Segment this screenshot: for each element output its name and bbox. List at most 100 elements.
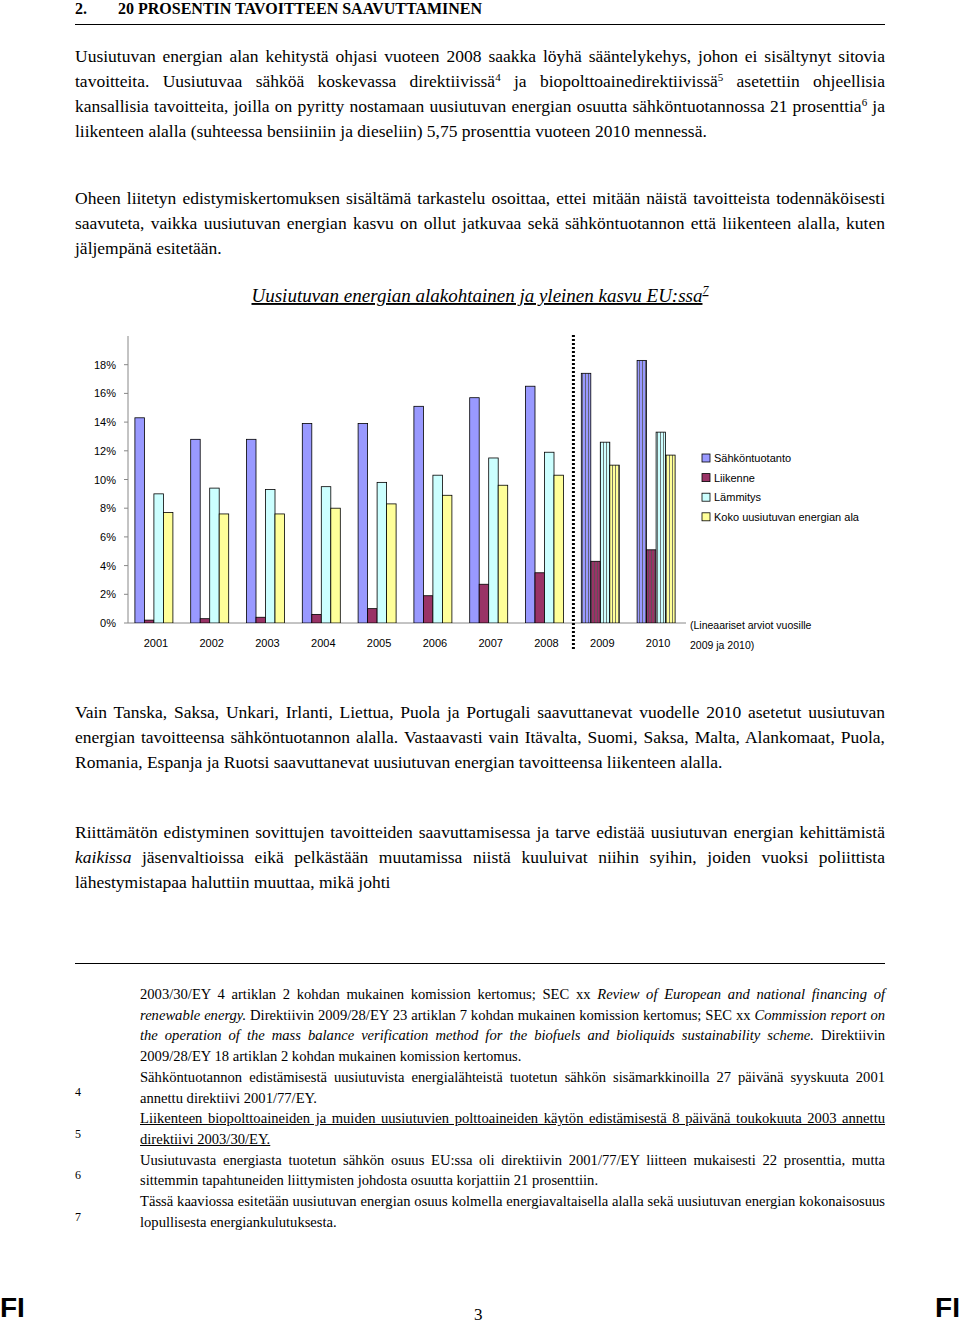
bar [498,485,508,623]
section-number: 2. [75,0,87,18]
x-tick-label: 2009 [590,637,614,649]
bar [423,596,433,623]
bar [275,514,285,623]
y-tick-label: 10% [94,474,116,486]
text-run: 2003/30/EY 4 artiklan 2 kohdan mukainen … [140,986,597,1002]
legend-swatch [702,513,710,521]
footnote: Uusiutuvasta energiasta tuotetun sähkön … [140,1150,885,1191]
estimate-separator [572,335,575,650]
bar [526,386,536,623]
bar [135,418,145,623]
bar [247,439,257,623]
chart-title: Uusiutuvan energian alakohtainen ja ylei… [252,283,710,306]
page-number: 3 [474,1305,483,1325]
chart-title-note: 7 [702,283,709,297]
y-tick-label: 12% [94,445,116,457]
bar [433,475,443,623]
bars [135,360,675,623]
legend-label: Lämmitys [714,491,762,503]
text-run: Direktiivin 2009/28/EY 23 artiklan 7 koh… [246,1007,754,1023]
legend-label: Sähköntuotanto [714,452,791,464]
footer-lang: FI [0,1292,25,1324]
bar [442,495,452,623]
x-tick-label: 2010 [646,637,670,649]
header-rule [75,24,885,25]
paragraph: Uusiutuvan energian alan kehitystä ohjas… [75,44,885,144]
y-tick-label: 18% [94,359,116,371]
bar [656,432,666,623]
y-tick-label: 6% [100,531,116,543]
footnote-ref: 6 [862,96,868,108]
footnote-number: 5 [75,1127,81,1142]
y-tick [124,594,128,595]
y-tick [124,422,128,423]
bar [554,475,564,623]
bar [266,490,276,623]
bar [414,406,424,623]
y-tick [124,393,128,394]
chart: Uusiutuvan energian alakohtainen ja ylei… [0,280,960,680]
bar [154,494,164,623]
x-tick-label: 2002 [199,637,223,649]
bar [489,458,499,623]
bar [144,620,154,623]
text-run: Tässä kaaviossa esitetään uusiutuvan ene… [140,1193,885,1230]
paragraph: Riittämätön edistyminen sovittujen tavoi… [75,820,885,895]
bar [219,514,229,623]
x-tick-label: 2005 [367,637,391,649]
legend-swatch [702,454,710,462]
bar [581,373,591,623]
footnote-number: 4 [75,1085,81,1100]
x-tick-label: 2004 [311,637,335,649]
bar [368,609,378,623]
x-tick-label: 2003 [255,637,279,649]
bar [331,508,341,623]
y-tick [124,536,128,537]
y-tick [124,508,128,509]
y-tick [124,479,128,480]
bar [200,619,210,623]
text-run: jäsenvaltioissa eikä pelkästään muutamis… [75,847,885,892]
bar [470,398,480,623]
paragraph: Oheen liitetyn edistymiskertomuksen sisä… [75,186,885,261]
bar [210,488,220,623]
annotation: 2009 ja 2010) [690,639,754,651]
footnote: Liikenteen biopolttoaineiden ja muiden u… [140,1108,885,1149]
bar [163,513,173,623]
y-tick-label: 8% [100,502,116,514]
y-tick [124,623,128,624]
bar [321,487,331,623]
bar [312,614,322,623]
footer-lang: FI [935,1292,960,1324]
y-tick-label: 16% [94,387,116,399]
bar [535,573,545,623]
text-run: Vain Tanska, Saksa, Unkari, Irlanti, Lie… [75,702,885,772]
y-tick [124,565,128,566]
bar [666,455,676,623]
bar [302,424,312,623]
footnote: Sähköntuotannon edistämisestä uusiutuvis… [140,1067,885,1108]
y-tick-label: 14% [94,416,116,428]
annotation: (Lineaariset arviot vuosille [690,619,812,631]
text-run: Liikenteen biopolttoaineiden ja muiden u… [140,1110,885,1147]
bar [387,504,397,623]
bar [637,360,647,623]
text-run: Sähköntuotannon edistämisestä uusiutuvis… [140,1069,885,1106]
legend-label: Koko uusiutuvan energian ala [714,511,860,523]
y-tick-label: 0% [100,617,116,629]
footnote-number: 7 [75,1210,81,1225]
x-tick-label: 2006 [423,637,447,649]
text-run: kaikissa [75,847,131,867]
footnote-ref: 5 [718,71,724,83]
bar [377,482,387,623]
bar [256,617,266,623]
bar [545,452,555,623]
footnote-continuation: 2003/30/EY 4 artiklan 2 kohdan mukainen … [140,984,885,1067]
footnote-number: 6 [75,1168,81,1183]
y-tick-label: 2% [100,588,116,600]
x-tick-label: 2008 [534,637,558,649]
footnote-rule [75,963,885,964]
paragraph: Vain Tanska, Saksa, Unkari, Irlanti, Lie… [75,700,885,775]
bar [591,561,601,623]
chart-title-text: Uusiutuvan energian alakohtainen ja ylei… [252,285,703,306]
